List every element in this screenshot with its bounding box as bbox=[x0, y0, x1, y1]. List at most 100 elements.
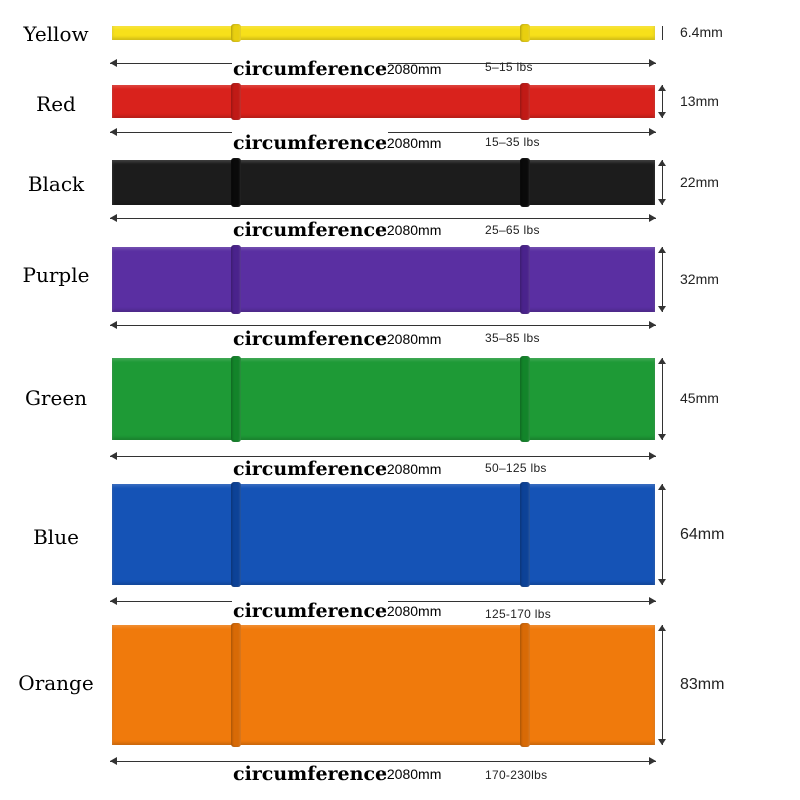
length-dimension-arrow bbox=[110, 756, 656, 768]
length-value-black: :2080mm bbox=[383, 222, 442, 238]
arrow-left-icon bbox=[110, 757, 117, 765]
circumference-label: circumference bbox=[232, 600, 389, 622]
dimension-line bbox=[110, 456, 656, 457]
dimension-line bbox=[110, 218, 656, 219]
arrow-down-icon bbox=[658, 199, 666, 205]
color-name-purple: Purple bbox=[22, 263, 90, 287]
arrow-left-icon bbox=[110, 59, 117, 67]
color-name-green: Green bbox=[24, 386, 88, 410]
band-strip-blue bbox=[112, 482, 655, 587]
length-value-yellow: :2080mm bbox=[383, 61, 442, 77]
arrow-left-icon bbox=[110, 214, 117, 222]
arrow-left-icon bbox=[110, 597, 117, 605]
band-seam-right bbox=[520, 482, 530, 587]
color-name-blue: Blue bbox=[33, 525, 79, 549]
circumference-label: circumference bbox=[232, 763, 389, 785]
arrow-up-icon bbox=[658, 85, 666, 91]
width-label-green: 45mm bbox=[680, 390, 719, 406]
width-label-blue: 64mm bbox=[680, 525, 725, 543]
length-value-blue: :2080mm bbox=[383, 603, 442, 619]
band-strip-orange bbox=[112, 623, 655, 747]
arrow-down-icon bbox=[658, 739, 666, 745]
band-seam-right bbox=[520, 158, 530, 207]
band-seam-right bbox=[520, 245, 530, 314]
arrow-left-icon bbox=[110, 452, 117, 460]
length-dimension-arrow bbox=[110, 213, 656, 225]
color-name-orange: Orange bbox=[18, 671, 94, 695]
width-dimension-arrow bbox=[657, 358, 669, 440]
dimension-line bbox=[662, 358, 663, 440]
width-label-orange: 83mm bbox=[680, 676, 725, 693]
length-value-purple: :2080mm bbox=[383, 331, 442, 347]
band-strip-purple bbox=[112, 245, 655, 314]
width-dimension-arrow bbox=[657, 160, 669, 205]
width-label-yellow: 6.4mm bbox=[680, 24, 723, 40]
width-label-red: 13mm bbox=[680, 92, 719, 109]
arrow-up-icon bbox=[658, 484, 666, 490]
arrow-right-icon bbox=[649, 597, 656, 605]
band-seam-right bbox=[520, 356, 530, 442]
dimension-line bbox=[110, 761, 656, 762]
dimension-line bbox=[110, 325, 656, 326]
width-label-black: 22mm bbox=[680, 173, 719, 190]
band-seam-left bbox=[231, 245, 241, 314]
width-dimension-arrow bbox=[657, 247, 669, 312]
resistance-range-orange: 170-230lbs bbox=[485, 768, 548, 782]
band-seam-left bbox=[231, 482, 241, 587]
arrow-right-icon bbox=[649, 59, 656, 67]
arrow-right-icon bbox=[649, 214, 656, 222]
arrow-up-icon bbox=[658, 625, 666, 631]
band-strip-black bbox=[112, 158, 655, 207]
arrow-down-icon bbox=[658, 306, 666, 312]
width-dimension-arrow bbox=[657, 85, 669, 118]
arrow-right-icon bbox=[649, 321, 656, 329]
arrow-down-icon bbox=[658, 579, 666, 585]
circumference-label: circumference bbox=[232, 219, 389, 241]
band-strip-yellow bbox=[112, 24, 655, 42]
resistance-range-blue: 125-170 lbs bbox=[485, 607, 552, 621]
dimension-line bbox=[662, 484, 663, 585]
band-seam-left bbox=[231, 623, 241, 747]
resistance-range-black: 25–65 lbs bbox=[485, 223, 540, 237]
arrow-left-icon bbox=[110, 128, 117, 136]
dimension-line bbox=[662, 160, 663, 205]
band-seam-right bbox=[520, 623, 530, 747]
dimension-line bbox=[662, 625, 663, 745]
circumference-label: circumference bbox=[232, 328, 389, 350]
circumference-label: circumference bbox=[232, 458, 389, 480]
circumference-label: circumference bbox=[232, 58, 389, 80]
length-value-green: :2080mm bbox=[383, 461, 442, 477]
arrow-down-icon bbox=[658, 434, 666, 440]
arrow-right-icon bbox=[649, 757, 656, 765]
length-dimension-arrow bbox=[110, 451, 656, 463]
band-strip-green bbox=[112, 356, 655, 442]
band-seam-left bbox=[231, 83, 241, 120]
width-dimension-arrow bbox=[657, 484, 669, 585]
arrow-right-icon bbox=[649, 452, 656, 460]
color-name-red: Red bbox=[36, 92, 76, 116]
width-dimension-arrow bbox=[657, 26, 669, 40]
band-strip-red bbox=[112, 83, 655, 120]
circumference-label: circumference bbox=[232, 132, 389, 154]
band-seam-left bbox=[231, 24, 241, 42]
arrow-right-icon bbox=[649, 128, 656, 136]
band-seam-right bbox=[520, 24, 530, 42]
resistance-range-green: 50–125 lbs bbox=[485, 461, 547, 475]
color-name-black: Black bbox=[27, 172, 85, 196]
dimension-line bbox=[662, 85, 663, 118]
arrow-left-icon bbox=[110, 321, 117, 329]
width-label-purple: 32mm bbox=[680, 270, 719, 287]
dimension-line bbox=[662, 247, 663, 312]
band-seam-left bbox=[231, 356, 241, 442]
resistance-range-red: 15–35 lbs bbox=[485, 135, 540, 149]
band-seam-left bbox=[231, 158, 241, 207]
length-dimension-arrow bbox=[110, 320, 656, 332]
arrow-up-icon bbox=[658, 247, 666, 253]
length-value-orange: :2080mm bbox=[383, 766, 442, 782]
resistance-range-purple: 35–85 lbs bbox=[485, 331, 540, 345]
arrow-down-icon bbox=[658, 112, 666, 118]
arrow-up-icon bbox=[658, 358, 666, 364]
band-seam-right bbox=[520, 83, 530, 120]
color-name-yellow: Yellow bbox=[23, 22, 89, 46]
